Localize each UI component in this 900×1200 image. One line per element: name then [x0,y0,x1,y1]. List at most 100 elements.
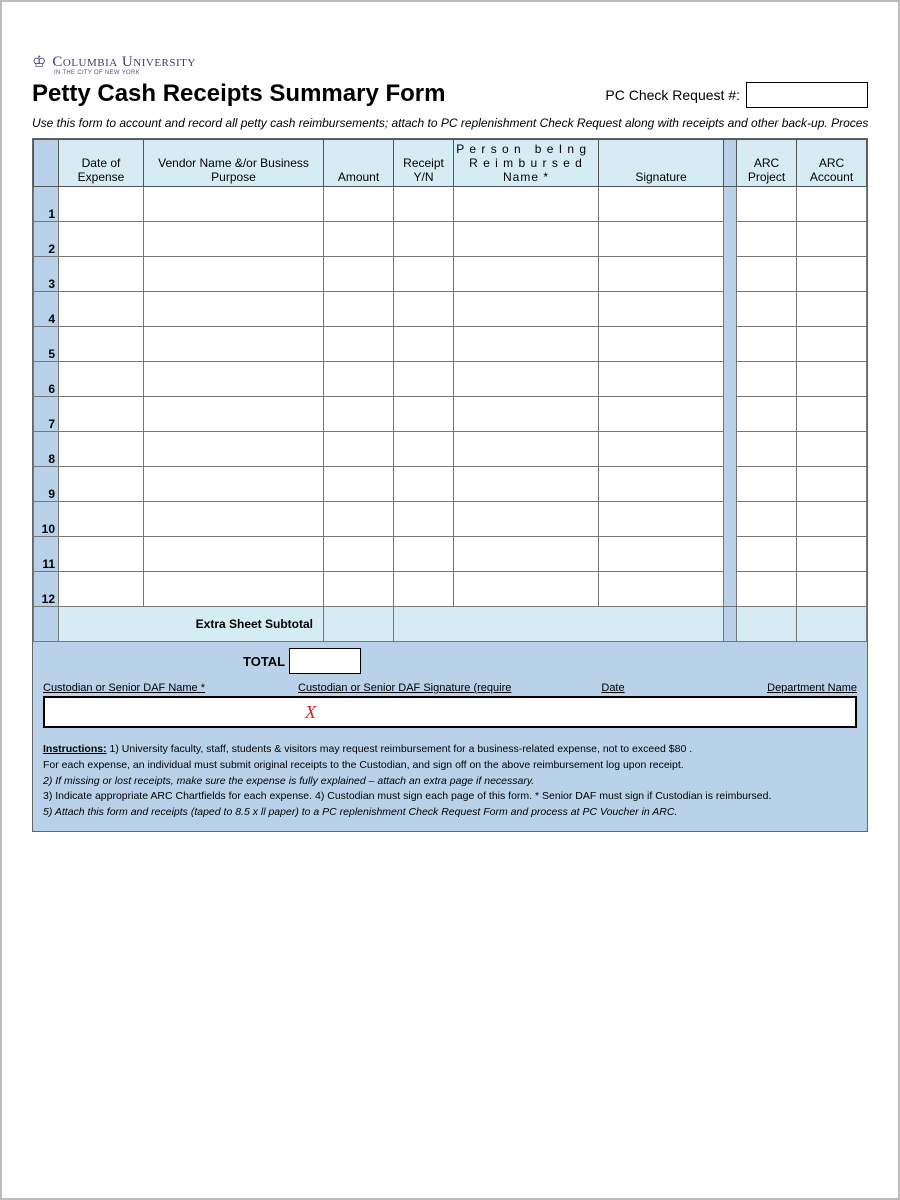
cell[interactable] [599,397,724,432]
cell[interactable] [144,467,324,502]
cell[interactable] [59,292,144,327]
cell[interactable] [797,257,867,292]
cell[interactable] [454,362,599,397]
cell[interactable] [59,327,144,362]
cell[interactable] [737,397,797,432]
cell[interactable] [599,257,724,292]
cell[interactable] [144,222,324,257]
cell[interactable] [59,537,144,572]
cell[interactable] [454,222,599,257]
cell[interactable] [59,257,144,292]
cell[interactable] [599,432,724,467]
cell[interactable] [599,502,724,537]
cell[interactable] [59,222,144,257]
cell[interactable] [454,187,599,222]
cell[interactable] [454,397,599,432]
cell[interactable] [144,292,324,327]
cell[interactable] [324,537,394,572]
check-request-input[interactable] [746,82,868,108]
cell[interactable] [599,292,724,327]
cell[interactable] [144,257,324,292]
cell[interactable] [324,502,394,537]
cell[interactable] [59,502,144,537]
cell[interactable] [59,187,144,222]
cell[interactable] [797,292,867,327]
cell[interactable] [454,467,599,502]
cell[interactable] [737,257,797,292]
cell[interactable] [797,222,867,257]
cell[interactable] [394,537,454,572]
cell[interactable] [324,327,394,362]
cell[interactable] [59,432,144,467]
cell[interactable] [144,362,324,397]
cell[interactable] [599,537,724,572]
cell[interactable] [394,222,454,257]
cell[interactable] [797,467,867,502]
cell[interactable] [599,362,724,397]
cell[interactable] [394,362,454,397]
cell[interactable] [737,572,797,607]
cell[interactable] [454,432,599,467]
cell[interactable] [797,502,867,537]
cell[interactable] [737,537,797,572]
cell[interactable] [797,572,867,607]
signature-box[interactable]: X [43,696,857,728]
cell[interactable] [144,572,324,607]
cell[interactable] [144,187,324,222]
cell[interactable] [394,572,454,607]
cell[interactable] [144,502,324,537]
subtotal-amount[interactable] [324,607,394,642]
cell[interactable] [599,467,724,502]
cell[interactable] [324,362,394,397]
cell[interactable] [394,327,454,362]
total-input[interactable] [289,648,361,674]
cell[interactable] [59,362,144,397]
cell[interactable] [59,572,144,607]
cell[interactable] [324,222,394,257]
cell[interactable] [394,187,454,222]
cell[interactable] [797,187,867,222]
cell[interactable] [324,292,394,327]
cell[interactable] [797,537,867,572]
cell[interactable] [454,572,599,607]
cell[interactable] [454,292,599,327]
cell[interactable] [599,222,724,257]
cell[interactable] [599,572,724,607]
cell[interactable] [737,467,797,502]
cell[interactable] [324,397,394,432]
cell[interactable] [324,572,394,607]
cell[interactable] [394,257,454,292]
cell[interactable] [394,502,454,537]
cell[interactable] [454,502,599,537]
cell[interactable] [797,327,867,362]
cell[interactable] [737,292,797,327]
cell[interactable] [797,362,867,397]
cell[interactable] [737,222,797,257]
cell[interactable] [144,537,324,572]
cell[interactable] [324,187,394,222]
cell[interactable] [144,432,324,467]
cell[interactable] [454,327,599,362]
cell[interactable] [737,432,797,467]
cell[interactable] [737,327,797,362]
cell[interactable] [394,292,454,327]
cell[interactable] [394,467,454,502]
cell[interactable] [737,187,797,222]
cell[interactable] [394,432,454,467]
cell[interactable] [324,257,394,292]
cell[interactable] [454,537,599,572]
cell[interactable] [737,502,797,537]
cell[interactable] [599,187,724,222]
cell[interactable] [144,327,324,362]
cell[interactable] [797,432,867,467]
cell[interactable] [324,467,394,502]
cell[interactable] [737,362,797,397]
cell[interactable] [59,397,144,432]
cell[interactable] [59,467,144,502]
cell[interactable] [797,397,867,432]
cell[interactable] [454,257,599,292]
cell[interactable] [144,397,324,432]
cell[interactable] [599,327,724,362]
cell[interactable] [324,432,394,467]
cell[interactable] [394,397,454,432]
